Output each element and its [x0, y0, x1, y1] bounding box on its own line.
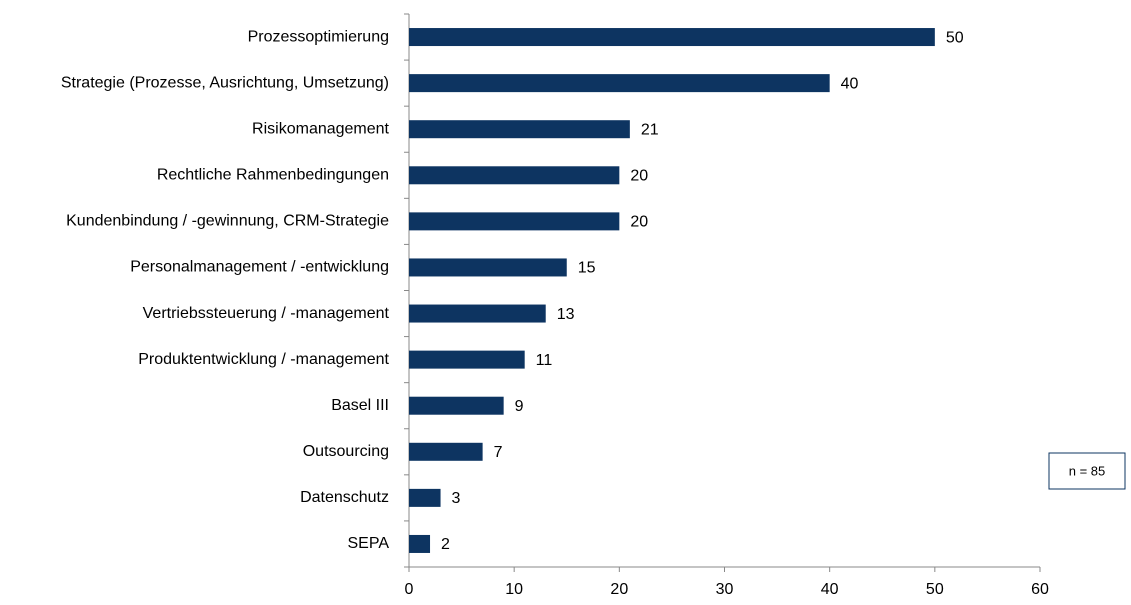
category-label: Strategie (Prozesse, Ausrichtung, Umsetz…	[61, 74, 389, 91]
category-label: Kundenbindung / -gewinnung, CRM-Strategi…	[66, 213, 389, 230]
bar	[409, 488, 441, 507]
category-label: Vertriebssteuerung / -management	[143, 305, 390, 322]
category-label: Outsourcing	[303, 443, 389, 460]
value-label: 21	[641, 121, 659, 138]
value-label: 40	[841, 75, 859, 92]
bar	[409, 396, 504, 415]
value-label: 11	[536, 352, 553, 369]
value-label: 20	[630, 168, 648, 185]
value-label: 15	[578, 260, 596, 277]
category-label: Prozessoptimierung	[248, 28, 389, 45]
category-label: Rechtliche Rahmenbedingungen	[157, 167, 389, 184]
x-tick-label: 60	[1031, 581, 1049, 598]
bar	[409, 258, 567, 277]
x-tick-label: 50	[926, 581, 944, 598]
bar	[409, 350, 525, 369]
category-label: Personalmanagement / -entwicklung	[130, 259, 389, 276]
annotation: n = 85	[1069, 463, 1106, 478]
x-tick-label: 10	[505, 581, 523, 598]
value-label: 7	[494, 444, 503, 461]
x-tick-label: 0	[405, 581, 414, 598]
bar	[409, 442, 483, 461]
value-label: 20	[630, 214, 648, 231]
x-tick-label: 20	[610, 581, 628, 598]
category-label: Datenschutz	[300, 489, 389, 506]
bar	[409, 534, 431, 553]
value-label: 9	[515, 398, 524, 415]
bar	[409, 212, 620, 231]
value-label: 2	[441, 536, 450, 553]
value-label: 3	[452, 490, 461, 507]
category-label: Risikomanagement	[252, 120, 390, 137]
annotation-box	[1048, 452, 1126, 490]
category-label: SEPA	[348, 535, 390, 552]
bar	[409, 304, 546, 323]
value-label: 13	[557, 306, 575, 323]
x-tick-label: 40	[821, 581, 839, 598]
bar	[409, 166, 620, 185]
bar	[409, 28, 935, 47]
category-label: Produktentwicklung / -management	[138, 351, 389, 368]
bar	[409, 120, 630, 139]
x-tick-label: 30	[716, 581, 734, 598]
category-label: Basel III	[331, 397, 389, 414]
bar	[409, 74, 830, 93]
value-label: 50	[946, 29, 964, 46]
